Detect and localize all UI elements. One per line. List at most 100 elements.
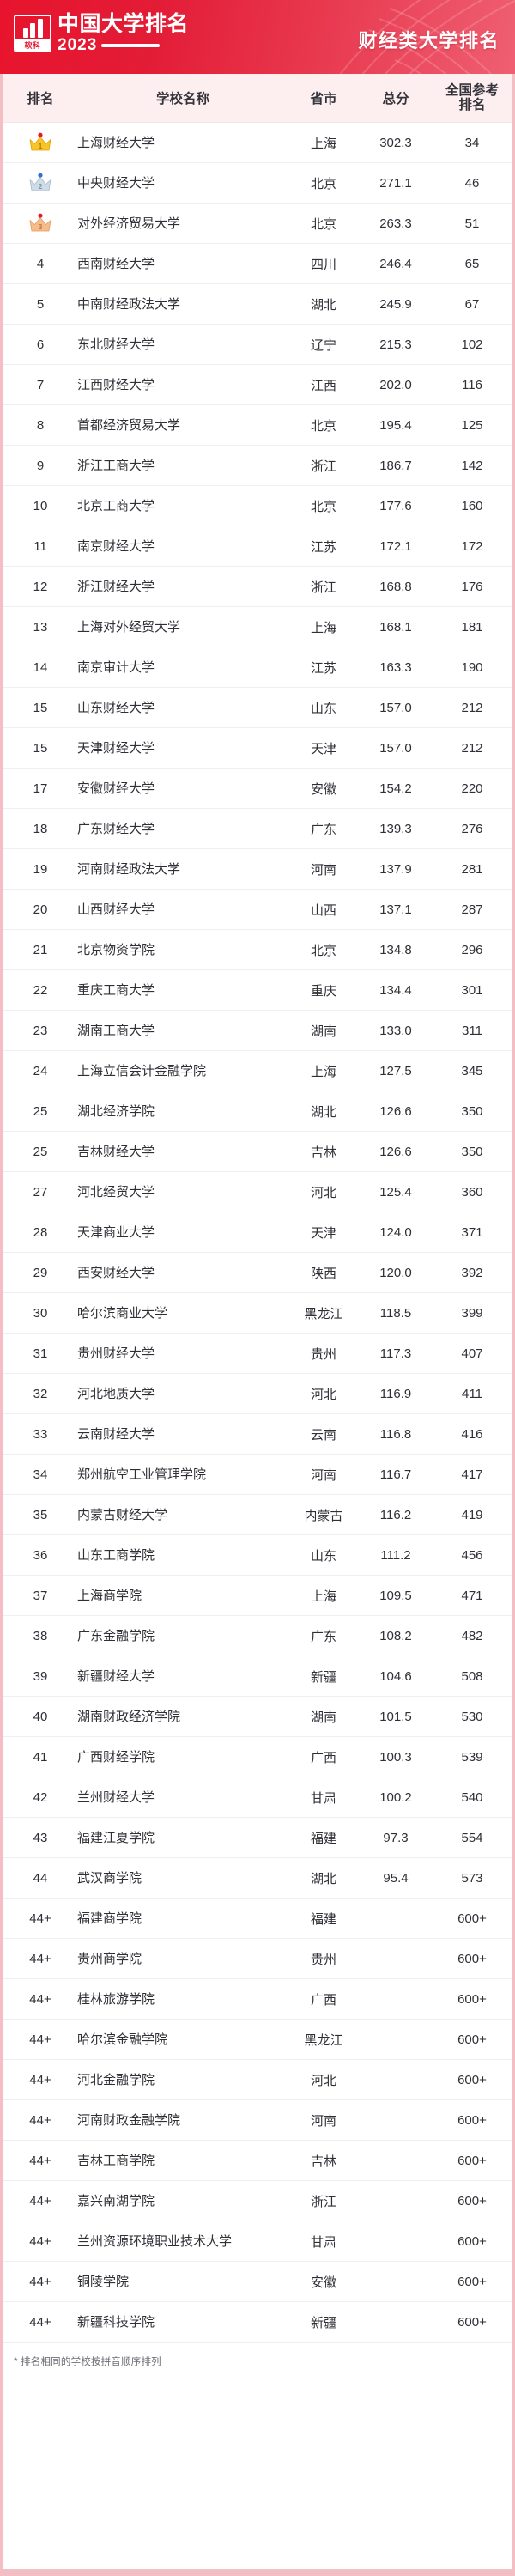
cell-university-name[interactable]: 铜陵学院	[77, 2261, 288, 2302]
cell-university-name[interactable]: 北京工商大学	[77, 485, 288, 526]
table-row[interactable]: 4 西南财经大学 四川 246.4 65	[3, 243, 512, 284]
cell-university-name[interactable]: 南京审计大学	[77, 647, 288, 688]
table-row[interactable]: 34 郑州航空工业管理学院 河南 116.7 417	[3, 1454, 512, 1495]
table-row[interactable]: 31 贵州财经大学 贵州 117.3 407	[3, 1333, 512, 1374]
cell-university-name[interactable]: 上海对外经贸大学	[77, 606, 288, 647]
table-row[interactable]: 44+ 桂林旅游学院 广西 600+	[3, 1978, 512, 2020]
table-row[interactable]: 19 河南财经政法大学 河南 137.9 281	[3, 848, 512, 890]
cell-university-name[interactable]: 北京物资学院	[77, 929, 288, 970]
cell-university-name[interactable]: 西安财经大学	[77, 1252, 288, 1293]
cell-university-name[interactable]: 兰州资源环境职业技术大学	[77, 2221, 288, 2262]
table-row[interactable]: 25 湖北经济学院 湖北 126.6 350	[3, 1091, 512, 1132]
table-row[interactable]: 44+ 贵州商学院 贵州 600+	[3, 1938, 512, 1979]
table-row[interactable]: 36 山东工商学院 山东 111.2 456	[3, 1534, 512, 1576]
cell-university-name[interactable]: 哈尔滨商业大学	[77, 1292, 288, 1334]
cell-university-name[interactable]: 河北地质大学	[77, 1373, 288, 1414]
table-row[interactable]: 30 哈尔滨商业大学 黑龙江 118.5 399	[3, 1292, 512, 1334]
cell-university-name[interactable]: 天津商业大学	[77, 1212, 288, 1253]
cell-university-name[interactable]: 上海立信会计金融学院	[77, 1050, 288, 1091]
table-row[interactable]: 44+ 新疆科技学院 新疆 600+	[3, 2301, 512, 2342]
cell-university-name[interactable]: 兰州财经大学	[77, 1777, 288, 1818]
cell-university-name[interactable]: 山西财经大学	[77, 889, 288, 930]
table-row[interactable]: 35 内蒙古财经大学 内蒙古 116.2 419	[3, 1494, 512, 1535]
cell-university-name[interactable]: 内蒙古财经大学	[77, 1494, 288, 1535]
table-row[interactable]: 18 广东财经大学 广东 139.3 276	[3, 808, 512, 849]
cell-university-name[interactable]: 贵州财经大学	[77, 1333, 288, 1374]
table-row[interactable]: 33 云南财经大学 云南 116.8 416	[3, 1413, 512, 1455]
cell-university-name[interactable]: 重庆工商大学	[77, 969, 288, 1011]
table-row[interactable]: 9 浙江工商大学 浙江 186.7 142	[3, 445, 512, 486]
table-row[interactable]: 40 湖南财政经济学院 湖南 101.5 530	[3, 1696, 512, 1737]
cell-university-name[interactable]: 广东财经大学	[77, 808, 288, 849]
table-row[interactable]: 37 上海商学院 上海 109.5 471	[3, 1575, 512, 1616]
table-row[interactable]: 44+ 吉林工商学院 吉林 600+	[3, 2140, 512, 2181]
cell-university-name[interactable]: 中南财经政法大学	[77, 283, 288, 325]
table-row[interactable]: 44+ 兰州资源环境职业技术大学 甘肃 600+	[3, 2221, 512, 2262]
cell-university-name[interactable]: 福建商学院	[77, 1898, 288, 1939]
table-row[interactable]: 17 安徽财经大学 安徽 154.2 220	[3, 768, 512, 809]
cell-university-name[interactable]: 首都经济贸易大学	[77, 404, 288, 446]
table-row[interactable]: 7 江西财经大学 江西 202.0 116	[3, 364, 512, 405]
cell-university-name[interactable]: 安徽财经大学	[77, 768, 288, 809]
cell-university-name[interactable]: 湖南财政经济学院	[77, 1696, 288, 1737]
table-row[interactable]: 3 对外经济贸易大学 北京 263.3 51	[3, 203, 512, 244]
table-row[interactable]: 41 广西财经学院 广西 100.3 539	[3, 1736, 512, 1777]
table-row[interactable]: 44 武汉商学院 湖北 95.4 573	[3, 1857, 512, 1899]
cell-university-name[interactable]: 河南财政金融学院	[77, 2099, 288, 2141]
cell-university-name[interactable]: 山东工商学院	[77, 1534, 288, 1576]
cell-university-name[interactable]: 郑州航空工业管理学院	[77, 1454, 288, 1495]
cell-university-name[interactable]: 福建江夏学院	[77, 1817, 288, 1858]
cell-university-name[interactable]: 桂林旅游学院	[77, 1978, 288, 2020]
table-row[interactable]: 22 重庆工商大学 重庆 134.4 301	[3, 969, 512, 1011]
cell-university-name[interactable]: 东北财经大学	[77, 324, 288, 365]
table-row[interactable]: 28 天津商业大学 天津 124.0 371	[3, 1212, 512, 1253]
cell-university-name[interactable]: 西南财经大学	[77, 243, 288, 284]
cell-university-name[interactable]: 南京财经大学	[77, 526, 288, 567]
table-row[interactable]: 44+ 铜陵学院 安徽 600+	[3, 2261, 512, 2302]
table-row[interactable]: 1 上海财经大学 上海 302.3 34	[3, 122, 512, 163]
cell-university-name[interactable]: 嘉兴南湖学院	[77, 2180, 288, 2221]
table-row[interactable]: 44+ 福建商学院 福建 600+	[3, 1898, 512, 1939]
table-row[interactable]: 24 上海立信会计金融学院 上海 127.5 345	[3, 1050, 512, 1091]
cell-university-name[interactable]: 河北经贸大学	[77, 1171, 288, 1212]
table-row[interactable]: 44+ 哈尔滨金融学院 黑龙江 600+	[3, 2019, 512, 2060]
cell-university-name[interactable]: 湖北经济学院	[77, 1091, 288, 1132]
cell-university-name[interactable]: 云南财经大学	[77, 1413, 288, 1455]
table-row[interactable]: 23 湖南工商大学 湖南 133.0 311	[3, 1010, 512, 1051]
table-row[interactable]: 44+ 河北金融学院 河北 600+	[3, 2059, 512, 2100]
table-row[interactable]: 42 兰州财经大学 甘肃 100.2 540	[3, 1777, 512, 1818]
table-row[interactable]: 20 山西财经大学 山西 137.1 287	[3, 889, 512, 930]
cell-university-name[interactable]: 湖南工商大学	[77, 1010, 288, 1051]
cell-university-name[interactable]: 上海商学院	[77, 1575, 288, 1616]
cell-university-name[interactable]: 山东财经大学	[77, 687, 288, 728]
cell-university-name[interactable]: 江西财经大学	[77, 364, 288, 405]
cell-university-name[interactable]: 天津财经大学	[77, 727, 288, 769]
cell-university-name[interactable]: 上海财经大学	[77, 122, 288, 163]
table-row[interactable]: 15 山东财经大学 山东 157.0 212	[3, 687, 512, 728]
table-row[interactable]: 14 南京审计大学 江苏 163.3 190	[3, 647, 512, 688]
cell-university-name[interactable]: 贵州商学院	[77, 1938, 288, 1979]
table-row[interactable]: 44+ 河南财政金融学院 河南 600+	[3, 2099, 512, 2141]
cell-university-name[interactable]: 哈尔滨金融学院	[77, 2019, 288, 2060]
table-row[interactable]: 6 东北财经大学 辽宁 215.3 102	[3, 324, 512, 365]
table-row[interactable]: 32 河北地质大学 河北 116.9 411	[3, 1373, 512, 1414]
table-row[interactable]: 12 浙江财经大学 浙江 168.8 176	[3, 566, 512, 607]
cell-university-name[interactable]: 河北金融学院	[77, 2059, 288, 2100]
cell-university-name[interactable]: 中央财经大学	[77, 162, 288, 204]
table-row[interactable]: 21 北京物资学院 北京 134.8 296	[3, 929, 512, 970]
table-row[interactable]: 38 广东金融学院 广东 108.2 482	[3, 1615, 512, 1656]
table-row[interactable]: 11 南京财经大学 江苏 172.1 172	[3, 526, 512, 567]
table-row[interactable]: 13 上海对外经贸大学 上海 168.1 181	[3, 606, 512, 647]
cell-university-name[interactable]: 河南财经政法大学	[77, 848, 288, 890]
cell-university-name[interactable]: 新疆科技学院	[77, 2301, 288, 2342]
table-row[interactable]: 5 中南财经政法大学 湖北 245.9 67	[3, 283, 512, 325]
cell-university-name[interactable]: 对外经济贸易大学	[77, 203, 288, 244]
table-row[interactable]: 15 天津财经大学 天津 157.0 212	[3, 727, 512, 769]
table-row[interactable]: 25 吉林财经大学 吉林 126.6 350	[3, 1131, 512, 1172]
table-row[interactable]: 44+ 嘉兴南湖学院 浙江 600+	[3, 2180, 512, 2221]
table-row[interactable]: 2 中央财经大学 北京 271.1 46	[3, 162, 512, 204]
cell-university-name[interactable]: 广东金融学院	[77, 1615, 288, 1656]
cell-university-name[interactable]: 武汉商学院	[77, 1857, 288, 1899]
cell-university-name[interactable]: 新疆财经大学	[77, 1656, 288, 1697]
table-row[interactable]: 43 福建江夏学院 福建 97.3 554	[3, 1817, 512, 1858]
